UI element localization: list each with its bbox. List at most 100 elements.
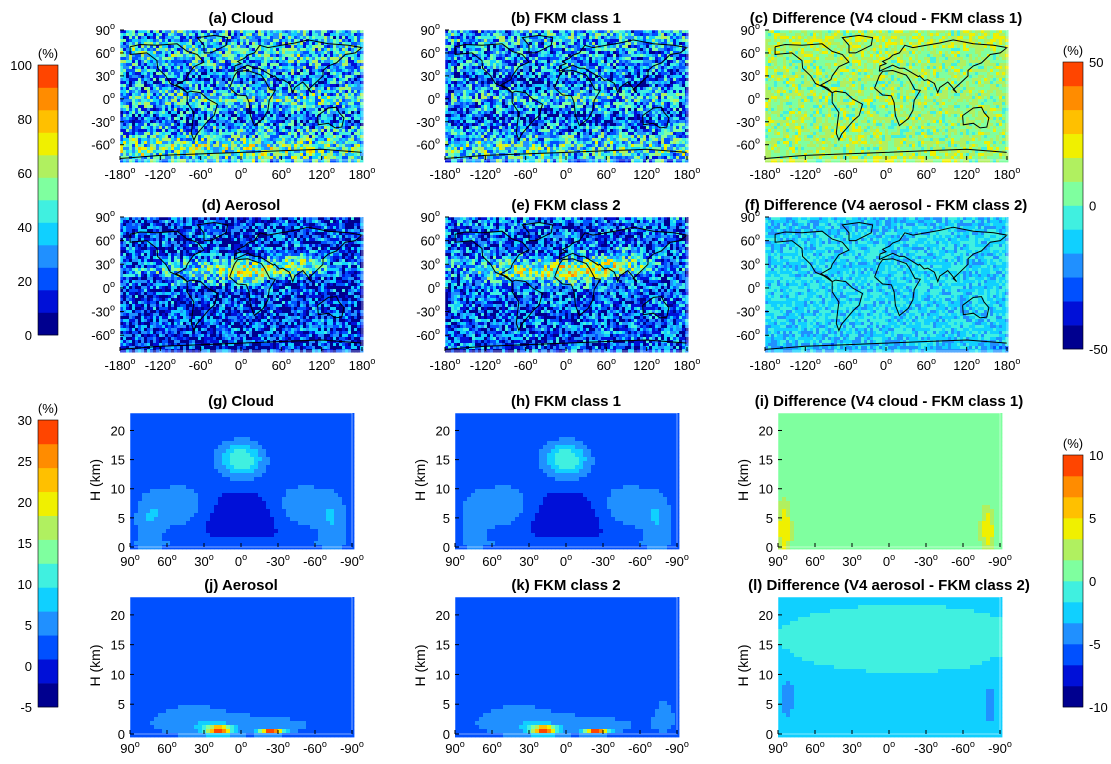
colorbar-swatch <box>38 683 58 707</box>
x-tick-label: 60o <box>272 165 291 182</box>
x-tick-label: 30o <box>519 552 538 569</box>
colorbar-swatch <box>1063 301 1083 325</box>
y-tick-label: 60o <box>421 44 440 61</box>
colorbar-unit: (%) <box>1063 43 1083 58</box>
colorbar-tick-label: -50 <box>1089 342 1108 357</box>
panel-title-b: (b) FKM class 1 <box>511 10 621 27</box>
y-tick-label: -30o <box>416 303 440 320</box>
x-tick-label: -30o <box>266 739 290 756</box>
x-tick-label: 0o <box>880 165 892 182</box>
y-tick-label: 5 <box>118 697 125 712</box>
colorbar-swatch <box>38 290 58 313</box>
x-tick-label: -90o <box>340 739 364 756</box>
panel-a: (a) Cloud-180o -120o -60o 0o 60o 120o 180o90o6… <box>91 10 375 182</box>
y-tick-label: 30o <box>741 67 760 84</box>
colorbar-tick-label: 5 <box>25 618 32 633</box>
x-tick-label: 180o <box>674 356 701 373</box>
x-tick-label: 30o <box>194 552 213 569</box>
y-tick-label: 0o <box>748 279 760 296</box>
y-tick-label: 30o <box>421 67 440 84</box>
y-tick-label: 0o <box>103 90 115 107</box>
x-tick-label: 60o <box>272 356 291 373</box>
y-axis-label: H (km) <box>412 645 428 687</box>
x-tick-label: 60o <box>482 552 501 569</box>
x-tick-label: -60o <box>628 739 652 756</box>
panel-title-f: (f) Difference (V4 aerosol - FKM class 2… <box>745 197 1028 214</box>
x-tick-label: -90o <box>988 739 1012 756</box>
x-tick-label: 0o <box>560 552 572 569</box>
colorbar-swatch <box>1063 518 1083 539</box>
x-tick-label: -90o <box>665 739 689 756</box>
colorbar-swatch <box>38 659 58 683</box>
y-tick-label: 90o <box>741 21 760 38</box>
x-tick-label: 0o <box>560 739 572 756</box>
y-tick-label: 0 <box>118 540 125 555</box>
x-tick-label: -60o <box>303 739 327 756</box>
y-tick-label: 30o <box>96 255 115 272</box>
y-tick-label: 30o <box>421 255 440 272</box>
y-tick-label: 0 <box>118 727 125 742</box>
x-tick-label: -60o <box>514 165 538 182</box>
colorbar-swatch <box>1063 686 1083 707</box>
x-tick-label: 0o <box>883 739 895 756</box>
y-tick-label: 5 <box>443 697 450 712</box>
x-tick-label: 0o <box>235 552 247 569</box>
panel-title-c: (c) Difference (V4 cloud - FKM class 1) <box>750 10 1023 27</box>
x-tick-label: -60o <box>628 552 652 569</box>
x-tick-label: 30o <box>842 739 861 756</box>
x-tick-label: -30o <box>266 552 290 569</box>
x-tick-label: 60o <box>917 356 936 373</box>
y-tick-label: 10 <box>759 482 773 497</box>
y-tick-label: 20 <box>436 423 450 438</box>
y-tick-label: 10 <box>111 667 125 682</box>
y-tick-label: 0 <box>443 727 450 742</box>
panel-e: (e) FKM class 2-180o -120o -60o 0o 60o 120o 18… <box>416 197 700 373</box>
colorbar-tick-label: 0 <box>25 328 32 343</box>
y-tick-label: -30o <box>736 303 760 320</box>
y-tick-label: 90o <box>421 21 440 38</box>
colorbar-swatch <box>38 468 58 492</box>
x-tick-label: -60o <box>951 739 975 756</box>
colorbar-swatch <box>38 444 58 468</box>
y-axis-label: H (km) <box>87 645 103 687</box>
y-tick-label: 15 <box>436 453 450 468</box>
y-tick-label: 20 <box>111 423 125 438</box>
x-tick-label: -120o <box>145 165 176 182</box>
panel-title-d: (d) Aerosol <box>202 197 281 214</box>
colorbar-tick-label: -5 <box>20 700 32 715</box>
panel-title-k: (k) FKM class 2 <box>511 577 620 594</box>
x-tick-label: -120o <box>790 356 821 373</box>
x-tick-label: -30o <box>914 552 938 569</box>
y-tick-label: 90o <box>96 208 115 225</box>
colorbar-swatch <box>1063 134 1083 158</box>
x-tick-label: -180o <box>104 356 135 373</box>
y-tick-label: 5 <box>766 511 773 526</box>
panel-title-j: (j) Aerosol <box>204 577 278 594</box>
colorbar-swatch <box>1063 623 1083 644</box>
x-tick-label: 60o <box>917 165 936 182</box>
y-tick-label: -60o <box>91 136 115 153</box>
x-tick-label: 60o <box>805 552 824 569</box>
y-tick-label: 0 <box>766 727 773 742</box>
colorbar-swatch <box>1063 158 1083 182</box>
x-tick-label: -90o <box>988 552 1012 569</box>
panel-d: (d) Aerosol-180o -120o -60o 0o 60o 120o 180o90… <box>91 197 375 373</box>
x-tick-label: -180o <box>429 356 460 373</box>
panel-c: (c) Difference (V4 cloud - FKM class 1)-… <box>736 10 1022 182</box>
colorbar-swatch <box>38 635 58 659</box>
x-tick-label: 120o <box>308 356 335 373</box>
y-tick-label: 0o <box>103 279 115 296</box>
y-axis-label: H (km) <box>87 459 103 501</box>
y-tick-label: 5 <box>766 697 773 712</box>
heatmap-cells-i <box>778 413 1002 549</box>
colorbar-swatch <box>1063 206 1083 230</box>
y-tick-label: 20 <box>759 608 773 623</box>
panel-title-l: (l) Difference (V4 aerosol - FKM class 2… <box>748 577 1030 594</box>
heatmap-cells-g <box>130 413 354 549</box>
panel-title-h: (h) FKM class 1 <box>511 393 621 410</box>
heatmap-cells-a <box>120 30 363 162</box>
panel-title-a: (a) Cloud <box>209 10 274 27</box>
